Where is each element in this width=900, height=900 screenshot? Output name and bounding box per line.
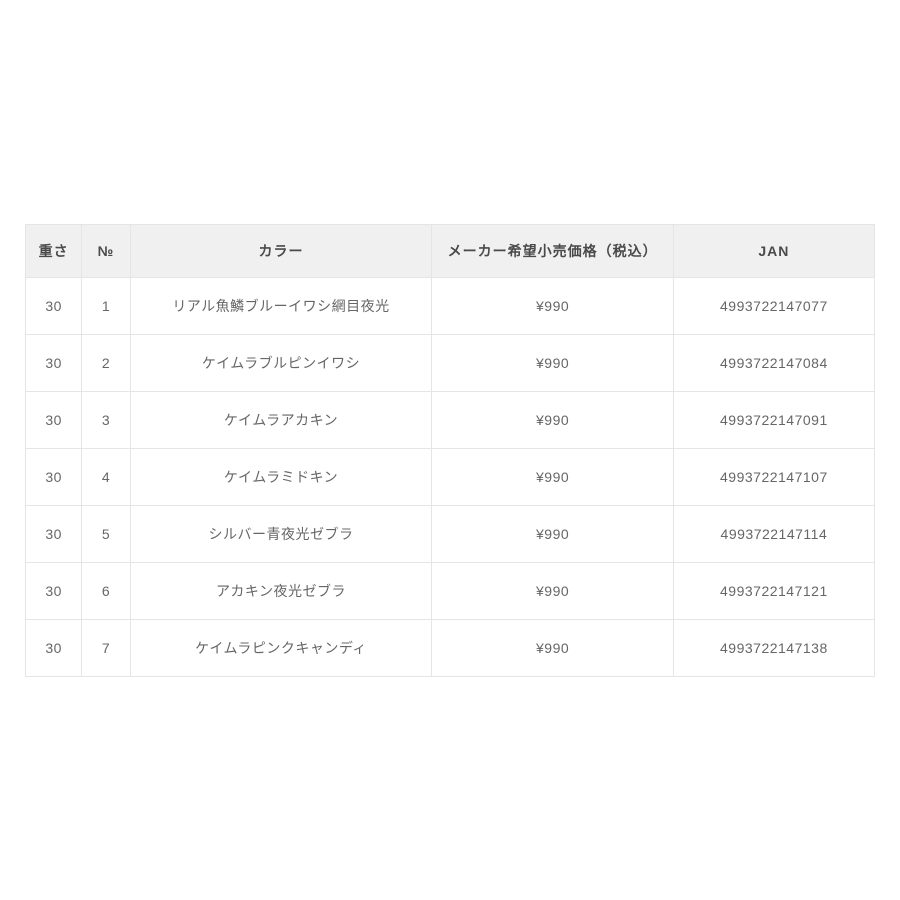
cell-jan: 4993722147091 (673, 391, 874, 448)
table-row: 30 1 リアル魚鱗ブルーイワシ網目夜光 ¥990 4993722147077 (26, 277, 875, 334)
cell-color: ケイムラアカキン (130, 391, 432, 448)
table-row: 30 6 アカキン夜光ゼブラ ¥990 4993722147121 (26, 562, 875, 619)
cell-weight: 30 (26, 619, 82, 676)
cell-jan: 4993722147114 (673, 505, 874, 562)
cell-weight: 30 (26, 334, 82, 391)
cell-no: 5 (82, 505, 130, 562)
table-header-row: 重さ № カラー メーカー希望小売価格（税込） JAN (26, 224, 875, 277)
cell-jan: 4993722147138 (673, 619, 874, 676)
cell-price: ¥990 (432, 619, 673, 676)
table-row: 30 7 ケイムラピンクキャンディ ¥990 4993722147138 (26, 619, 875, 676)
table-row: 30 2 ケイムラブルピンイワシ ¥990 4993722147084 (26, 334, 875, 391)
cell-color: アカキン夜光ゼブラ (130, 562, 432, 619)
cell-weight: 30 (26, 448, 82, 505)
column-header-no: № (82, 224, 130, 277)
column-header-jan: JAN (673, 224, 874, 277)
cell-price: ¥990 (432, 562, 673, 619)
cell-weight: 30 (26, 391, 82, 448)
cell-weight: 30 (26, 562, 82, 619)
cell-weight: 30 (26, 505, 82, 562)
cell-no: 3 (82, 391, 130, 448)
cell-jan: 4993722147084 (673, 334, 874, 391)
cell-no: 2 (82, 334, 130, 391)
table-header: 重さ № カラー メーカー希望小売価格（税込） JAN (26, 224, 875, 277)
column-header-weight: 重さ (26, 224, 82, 277)
product-table: 重さ № カラー メーカー希望小売価格（税込） JAN 30 1 リアル魚鱗ブル… (25, 224, 875, 677)
cell-jan: 4993722147121 (673, 562, 874, 619)
column-header-color: カラー (130, 224, 432, 277)
cell-color: ケイムラピンクキャンディ (130, 619, 432, 676)
table-row: 30 4 ケイムラミドキン ¥990 4993722147107 (26, 448, 875, 505)
cell-jan: 4993722147077 (673, 277, 874, 334)
cell-price: ¥990 (432, 277, 673, 334)
cell-no: 7 (82, 619, 130, 676)
cell-color: ケイムラブルピンイワシ (130, 334, 432, 391)
cell-no: 4 (82, 448, 130, 505)
cell-price: ¥990 (432, 505, 673, 562)
table-body: 30 1 リアル魚鱗ブルーイワシ網目夜光 ¥990 4993722147077 … (26, 277, 875, 676)
column-header-price: メーカー希望小売価格（税込） (432, 224, 673, 277)
product-table-wrapper: 重さ № カラー メーカー希望小売価格（税込） JAN 30 1 リアル魚鱗ブル… (15, 224, 885, 677)
cell-jan: 4993722147107 (673, 448, 874, 505)
cell-color: シルバー青夜光ゼブラ (130, 505, 432, 562)
cell-price: ¥990 (432, 391, 673, 448)
cell-color: ケイムラミドキン (130, 448, 432, 505)
table-row: 30 3 ケイムラアカキン ¥990 4993722147091 (26, 391, 875, 448)
table-row: 30 5 シルバー青夜光ゼブラ ¥990 4993722147114 (26, 505, 875, 562)
cell-weight: 30 (26, 277, 82, 334)
cell-no: 1 (82, 277, 130, 334)
cell-price: ¥990 (432, 334, 673, 391)
cell-price: ¥990 (432, 448, 673, 505)
cell-color: リアル魚鱗ブルーイワシ網目夜光 (130, 277, 432, 334)
cell-no: 6 (82, 562, 130, 619)
